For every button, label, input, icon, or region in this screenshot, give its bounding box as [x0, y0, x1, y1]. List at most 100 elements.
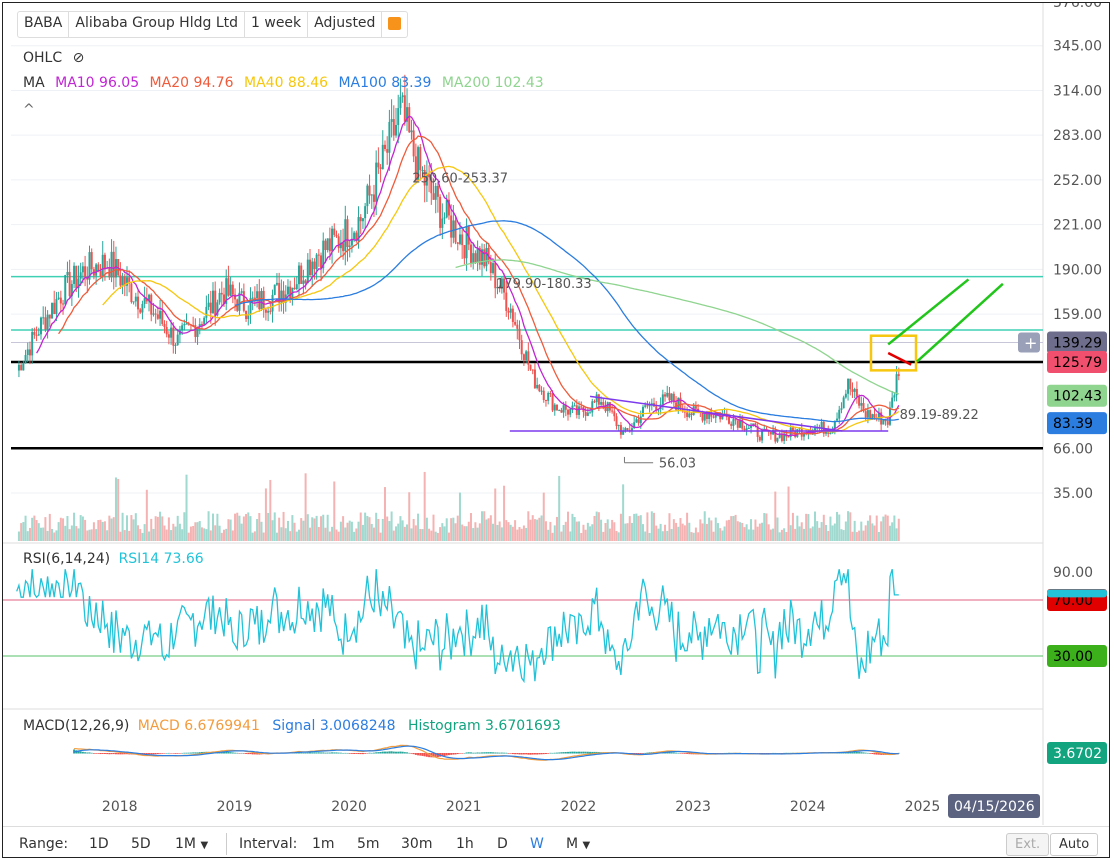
- symbol-header[interactable]: BABA Alibaba Group Hldg Ltd 1 week Adjus…: [17, 11, 409, 38]
- volume-bar: [114, 477, 117, 541]
- macd-histogram-bar: [877, 753, 880, 755]
- candle-body: [458, 234, 461, 244]
- volume-bar: [110, 518, 113, 541]
- macd-histogram-bar: [670, 752, 673, 754]
- range-1m[interactable]: 1M ▼: [175, 836, 208, 852]
- range-1d[interactable]: 1D: [89, 836, 109, 852]
- candle-body: [783, 433, 786, 441]
- ma-legend[interactable]: MA MA10 96.05 MA20 94.76 MA40 88.46 MA10…: [23, 75, 544, 91]
- volume-bar: [873, 525, 876, 541]
- volume-bar: [507, 522, 510, 541]
- volume-bar: [253, 531, 256, 541]
- volume-bar: [103, 521, 106, 541]
- macd-histogram-bar: [840, 752, 843, 754]
- volume-bar: [331, 526, 334, 541]
- macd-histogram-bar: [196, 752, 199, 754]
- candle-body: [134, 296, 137, 302]
- volume-bar: [816, 521, 819, 541]
- macd-histogram-bar: [317, 752, 320, 754]
- rsi-value-badge: [1047, 589, 1107, 598]
- volume-bar: [445, 518, 448, 541]
- volume-bar: [630, 522, 633, 541]
- ohlc-legend[interactable]: OHLC ⊘: [23, 50, 84, 66]
- macd-histogram-bar: [690, 753, 693, 755]
- volume-bar: [611, 519, 614, 541]
- symbol-ticker[interactable]: BABA: [18, 12, 70, 37]
- candle-body: [231, 284, 234, 295]
- volume-bar: [297, 529, 300, 541]
- collapse-legend-icon[interactable]: ^: [23, 102, 35, 118]
- interval-5m[interactable]: 5m: [357, 836, 380, 852]
- candle-body: [483, 249, 486, 267]
- macd-histogram-bar: [121, 753, 124, 755]
- symbol-menu[interactable]: [382, 12, 407, 37]
- volume-bar: [17, 531, 20, 541]
- chart-canvas[interactable]: 345.00 314.00 283.00 252.00 221.00 190.00 159.…: [3, 3, 1110, 825]
- volume-bar: [492, 523, 495, 541]
- volume-bar: [540, 515, 543, 541]
- volume-bar: [328, 531, 331, 541]
- volume-bar: [520, 528, 523, 541]
- volume-bar: [286, 520, 289, 541]
- interval-1h[interactable]: 1h: [456, 836, 474, 852]
- volume-bar: [125, 515, 128, 541]
- extended-hours-button[interactable]: Ext.: [1006, 833, 1050, 856]
- rsi-legend: RSI(6,14,24) RSI14 73.66: [23, 551, 204, 567]
- price-tick-label: 66.00: [1053, 441, 1093, 457]
- volume-bar: [196, 522, 199, 541]
- price-tick-label: 159.00: [1053, 307, 1102, 323]
- interval-d[interactable]: D: [497, 836, 508, 852]
- volume-bar: [344, 527, 347, 541]
- candle-body: [630, 428, 633, 431]
- volume-bar: [485, 519, 488, 541]
- volume-bar: [840, 529, 843, 541]
- macd-histogram-bar: [483, 752, 486, 754]
- macd-histogram-bar: [236, 752, 239, 754]
- interval-w[interactable]: W: [530, 836, 544, 852]
- volume-bar: [542, 492, 545, 541]
- interval-30m[interactable]: 30m: [401, 836, 433, 852]
- volume-bar: [710, 520, 713, 541]
- candle-body: [503, 278, 506, 293]
- macd-histogram-bar: [538, 753, 541, 755]
- macd-histogram-bar: [441, 753, 444, 757]
- volume-bar: [48, 513, 51, 541]
- candle-body: [639, 416, 642, 424]
- candle-body: [573, 405, 576, 407]
- candle-body: [344, 219, 347, 252]
- candle-body: [141, 303, 144, 313]
- volume-bar: [758, 523, 761, 541]
- candle-body: [320, 255, 323, 269]
- macd-histogram-bar: [86, 752, 89, 754]
- volume-bar: [240, 523, 243, 541]
- volume-bar: [767, 524, 770, 541]
- volume-bar: [860, 521, 863, 541]
- volume-bar: [454, 523, 457, 541]
- volume-bar: [525, 527, 528, 541]
- candle-body: [278, 282, 281, 303]
- candle-body: [677, 397, 680, 410]
- volume-bar: [119, 531, 122, 541]
- interval-1m[interactable]: 1m: [312, 836, 335, 852]
- macd-histogram-bar: [509, 753, 512, 754]
- macd-histogram-bar: [558, 752, 561, 754]
- add-alert-button[interactable]: [1018, 332, 1040, 353]
- eye-slash-icon[interactable]: ⊘: [72, 50, 85, 66]
- volume-bar: [90, 529, 93, 541]
- candle-body: [461, 234, 464, 246]
- volume-bar: [655, 525, 658, 541]
- range-5d[interactable]: 5D: [131, 836, 151, 852]
- candle-body: [569, 408, 572, 415]
- macd-histogram-bar: [481, 752, 484, 754]
- volume-bar: [275, 532, 278, 541]
- candle-body: [443, 217, 446, 219]
- interval-selector[interactable]: 1 week: [245, 12, 309, 37]
- adjustment-selector[interactable]: Adjusted: [308, 12, 383, 37]
- macd-histogram-bar: [390, 751, 393, 754]
- volume-bar: [886, 515, 889, 541]
- volume-bar: [361, 524, 364, 541]
- interval-m[interactable]: M ▼: [566, 836, 590, 852]
- auto-scale-button[interactable]: Auto: [1050, 833, 1099, 856]
- ma-legend-item: MA20 94.76: [145, 75, 234, 91]
- volume-bar: [701, 523, 704, 541]
